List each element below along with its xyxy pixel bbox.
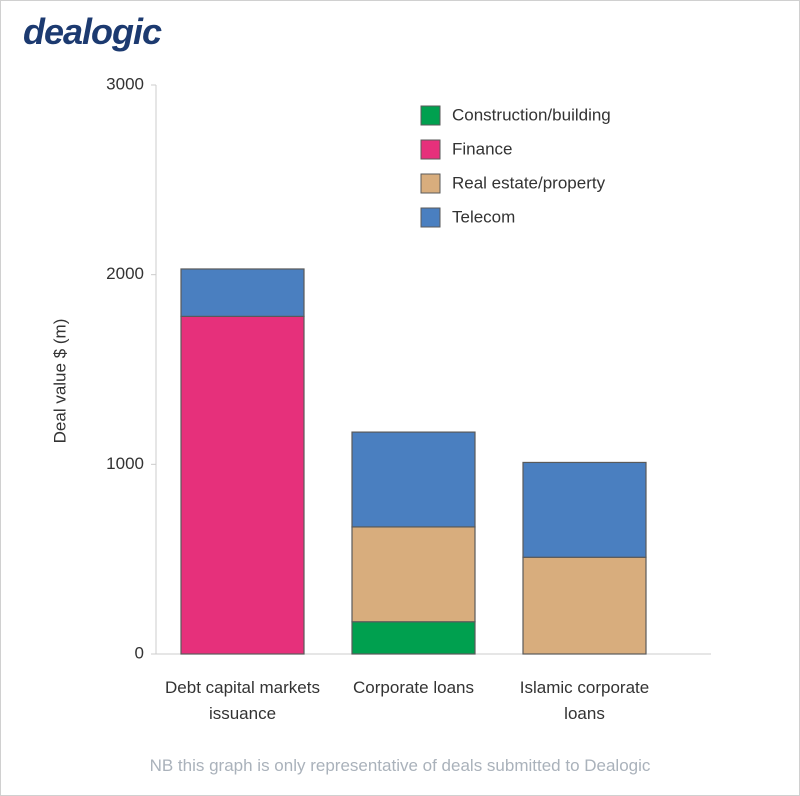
- bar-segment: [351, 621, 476, 655]
- bar-segment: [522, 556, 647, 655]
- bar-segment: [180, 315, 305, 655]
- legend-label: Telecom: [452, 207, 515, 226]
- x-tick-label: Debt capital markets issuance: [165, 678, 320, 723]
- footnote: NB this graph is only representative of …: [149, 756, 651, 775]
- legend-label: Construction/building: [452, 105, 611, 124]
- legend-label: Real estate/property: [452, 173, 606, 192]
- legend-swatch: [420, 173, 441, 194]
- x-tick-label: Islamic corporate loans: [519, 678, 650, 723]
- x-tick-label: Corporate loans: [353, 678, 474, 697]
- y-axis-label: Deal value $ (m): [50, 319, 69, 444]
- legend-swatch: [420, 105, 441, 126]
- bar-segment: [180, 268, 305, 317]
- bar-segment: [351, 526, 476, 623]
- bar-segment: [522, 461, 647, 558]
- y-tick-label: 1000: [106, 454, 144, 473]
- legend-swatch: [420, 139, 441, 160]
- y-tick-label: 0: [135, 643, 144, 662]
- y-tick-label: 2000: [106, 264, 144, 283]
- y-tick-label: 3000: [106, 74, 144, 93]
- brand-logo: dealogic: [23, 11, 162, 52]
- legend-label: Finance: [452, 139, 512, 158]
- bar-segment: [351, 431, 476, 528]
- legend-swatch: [420, 207, 441, 228]
